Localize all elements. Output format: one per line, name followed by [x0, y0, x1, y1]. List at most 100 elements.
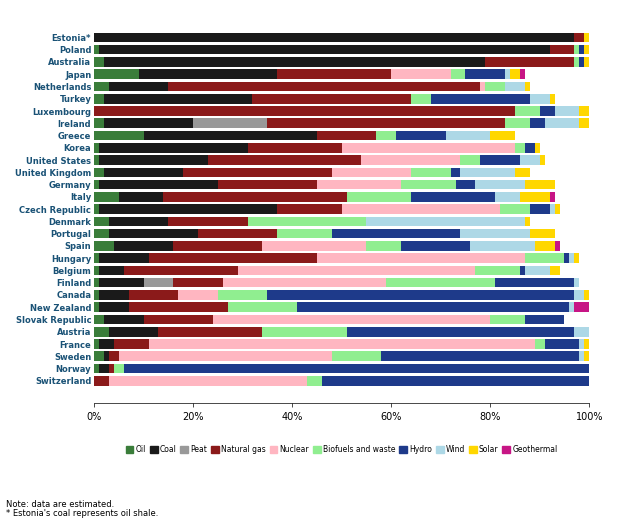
Bar [530, 204, 549, 214]
Bar [574, 303, 618, 312]
Bar [584, 33, 589, 42]
Bar [163, 192, 347, 202]
Bar [510, 70, 520, 79]
Bar [549, 266, 559, 275]
Bar [277, 204, 342, 214]
Bar [94, 204, 99, 214]
Bar [525, 253, 564, 263]
Bar [94, 217, 109, 226]
Bar [475, 180, 525, 189]
Bar [554, 106, 579, 116]
Bar [94, 167, 104, 177]
Bar [525, 180, 554, 189]
Bar [94, 33, 574, 42]
Bar [268, 290, 574, 300]
Bar [228, 303, 297, 312]
Bar [99, 266, 124, 275]
Bar [520, 70, 525, 79]
Bar [544, 119, 579, 128]
Bar [143, 278, 173, 288]
Bar [490, 131, 515, 140]
Bar [411, 94, 431, 103]
Bar [604, 376, 609, 386]
Text: Note: data are estimated.: Note: data are estimated. [6, 500, 114, 509]
Bar [451, 167, 460, 177]
Bar [584, 339, 589, 349]
Bar [505, 119, 530, 128]
Bar [104, 352, 109, 361]
Bar [549, 94, 554, 103]
Bar [535, 339, 544, 349]
Bar [104, 94, 253, 103]
Bar [148, 339, 535, 349]
Bar [277, 229, 332, 239]
Bar [347, 192, 411, 202]
Bar [94, 82, 109, 92]
Bar [530, 94, 549, 103]
Bar [455, 180, 475, 189]
Bar [480, 82, 485, 92]
Bar [99, 204, 277, 214]
Bar [362, 155, 460, 165]
Bar [218, 180, 317, 189]
Bar [263, 327, 347, 336]
Bar [222, 278, 386, 288]
Bar [396, 131, 446, 140]
Bar [485, 82, 505, 92]
Bar [114, 339, 148, 349]
Bar [94, 180, 99, 189]
Bar [109, 327, 158, 336]
Bar [94, 290, 99, 300]
Bar [99, 278, 143, 288]
Bar [579, 45, 584, 55]
Bar [549, 204, 554, 214]
Bar [109, 376, 307, 386]
Bar [238, 266, 475, 275]
Bar [574, 33, 584, 42]
Bar [99, 364, 109, 373]
Bar [94, 339, 99, 349]
Bar [208, 155, 362, 165]
Bar [332, 167, 411, 177]
Bar [109, 217, 168, 226]
Bar [376, 131, 396, 140]
Bar [104, 167, 183, 177]
Bar [475, 266, 520, 275]
Bar [99, 180, 218, 189]
Bar [366, 241, 401, 251]
Bar [554, 241, 559, 251]
Bar [386, 278, 495, 288]
Bar [411, 192, 495, 202]
Bar [599, 364, 604, 373]
Bar [94, 241, 114, 251]
Bar [564, 253, 569, 263]
Bar [525, 143, 535, 152]
Bar [94, 57, 104, 67]
Bar [213, 315, 490, 324]
Bar [99, 143, 248, 152]
Bar [168, 82, 480, 92]
Bar [178, 290, 218, 300]
Bar [574, 327, 589, 336]
Bar [143, 315, 213, 324]
Bar [574, 45, 579, 55]
Bar [173, 278, 222, 288]
Bar [94, 229, 109, 239]
Bar [119, 352, 332, 361]
Bar [94, 266, 99, 275]
Legend: Oil, Coal, Peat, Natural gas, Nuclear, Biofuels and waste, Hydro, Wind, Solar, G: Oil, Coal, Peat, Natural gas, Nuclear, B… [123, 442, 561, 457]
Bar [579, 106, 589, 116]
Bar [124, 266, 238, 275]
Bar [460, 155, 480, 165]
Bar [342, 143, 515, 152]
Bar [104, 315, 143, 324]
Bar [480, 155, 520, 165]
Bar [94, 253, 99, 263]
Bar [99, 155, 208, 165]
Bar [158, 327, 263, 336]
Bar [569, 253, 574, 263]
Bar [109, 364, 114, 373]
Bar [94, 131, 143, 140]
Bar [347, 327, 574, 336]
Bar [297, 303, 569, 312]
